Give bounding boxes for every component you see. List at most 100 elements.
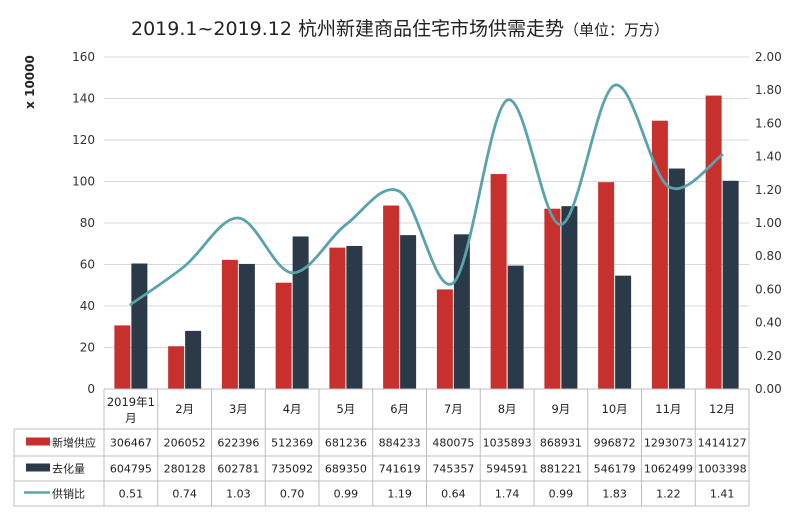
y-tick-label: 20 bbox=[80, 341, 95, 355]
bar bbox=[722, 180, 739, 389]
category-label: 2月 bbox=[175, 402, 194, 416]
legend-label: 新增供应 bbox=[52, 436, 96, 450]
table-value: 546179 bbox=[594, 463, 636, 476]
y2-tick-label: 0.80 bbox=[755, 249, 782, 263]
bar bbox=[400, 235, 417, 389]
table-value: 1.19 bbox=[387, 488, 412, 501]
table-value: 1.22 bbox=[656, 488, 681, 501]
category-label: 4月 bbox=[283, 402, 302, 416]
table-value: 0.51 bbox=[119, 488, 144, 501]
legend-swatch bbox=[26, 437, 50, 446]
bar bbox=[114, 325, 131, 389]
bar bbox=[383, 205, 400, 389]
table-value: 602781 bbox=[217, 463, 259, 476]
table-value: 1293073 bbox=[644, 437, 693, 450]
table-value: 735092 bbox=[271, 463, 313, 476]
y-axis-right: 0.00 0.20 0.40 0.60 0.80 1.00 1.20 1.40 1.60 1.80… bbox=[755, 50, 782, 396]
bar bbox=[490, 174, 507, 389]
category-label: 6月 bbox=[390, 402, 409, 416]
table-value: 745357 bbox=[432, 463, 474, 476]
bar bbox=[705, 95, 722, 389]
y-axis-left: 0 20 40 60 80 100 120 140 160 bbox=[72, 50, 95, 396]
table-value: 594591 bbox=[486, 463, 528, 476]
bar bbox=[615, 275, 632, 389]
y2-tick-label: 0.40 bbox=[755, 316, 782, 330]
ratio-line-path bbox=[129, 83, 724, 306]
legend-swatch bbox=[26, 463, 50, 472]
y-tick-label: 160 bbox=[72, 50, 95, 64]
table-value: 996872 bbox=[594, 437, 636, 450]
chart-subtitle: （单位：万方） bbox=[564, 21, 670, 39]
y-tick-label: 140 bbox=[72, 92, 95, 106]
y-tick-label: 60 bbox=[80, 258, 95, 272]
bars bbox=[114, 95, 739, 390]
table-value: 512369 bbox=[271, 437, 313, 450]
bar bbox=[275, 282, 292, 389]
y2-tick-label: 2.00 bbox=[755, 50, 782, 64]
table-value: 1.03 bbox=[226, 488, 251, 501]
table-value: 1062499 bbox=[644, 463, 693, 476]
bar bbox=[238, 263, 255, 389]
bar bbox=[185, 330, 202, 389]
y2-tick-label: 0.20 bbox=[755, 349, 782, 363]
table-value: 306467 bbox=[110, 437, 152, 450]
category-label: 3月 bbox=[229, 402, 248, 416]
bar bbox=[668, 168, 685, 389]
y2-tick-label: 0.60 bbox=[755, 282, 782, 296]
table-value: 689350 bbox=[325, 463, 367, 476]
y2-tick-label: 1.80 bbox=[755, 83, 782, 97]
bar bbox=[561, 206, 578, 389]
bar bbox=[221, 259, 238, 389]
table-value: 0.70 bbox=[280, 488, 305, 501]
y-tick-label: 0 bbox=[87, 382, 95, 396]
table-value: 604795 bbox=[110, 463, 152, 476]
table-value: 0.99 bbox=[334, 488, 359, 501]
category-label: 12月 bbox=[709, 402, 735, 416]
category-label: 9月 bbox=[551, 402, 570, 416]
y2-tick-label: 1.20 bbox=[755, 183, 782, 197]
table-value: 881221 bbox=[540, 463, 582, 476]
chart-title: 2019.1~2019.12 杭州新建商品住宅市场供需走势（单位：万方） bbox=[130, 18, 670, 40]
table-value: 1414127 bbox=[698, 437, 747, 450]
legend-label: 供销比 bbox=[52, 487, 85, 501]
category-label: 8月 bbox=[498, 402, 517, 416]
y2-tick-label: 1.40 bbox=[755, 150, 782, 164]
table-value: 1.41 bbox=[710, 488, 735, 501]
table-value: 1.83 bbox=[602, 488, 627, 501]
table-value: 1035893 bbox=[483, 437, 532, 450]
table-value: 0.74 bbox=[172, 488, 197, 501]
category-label: 2019年1 bbox=[107, 395, 155, 409]
table-value: 741619 bbox=[379, 463, 421, 476]
bar bbox=[292, 236, 309, 389]
y-tick-label: 100 bbox=[72, 175, 95, 189]
category-label-suffix: 月 bbox=[125, 411, 137, 425]
table-value: 1.74 bbox=[495, 488, 520, 501]
table-value: 0.64 bbox=[441, 488, 466, 501]
table-value: 1003398 bbox=[698, 463, 747, 476]
bar bbox=[544, 208, 561, 389]
table-value: 622396 bbox=[217, 437, 259, 450]
category-label: 10月 bbox=[602, 402, 628, 416]
table-value: 884233 bbox=[379, 437, 421, 450]
y2-tick-label: 0.00 bbox=[755, 382, 782, 396]
bar bbox=[168, 346, 185, 389]
table-value: 280128 bbox=[164, 463, 206, 476]
table-value: 480075 bbox=[432, 437, 474, 450]
y-axis-title: x 10000 bbox=[23, 55, 37, 109]
bar bbox=[329, 247, 346, 389]
bar bbox=[436, 289, 453, 389]
bar bbox=[131, 263, 148, 389]
bar bbox=[346, 245, 363, 389]
bar bbox=[651, 120, 668, 390]
category-label: 11月 bbox=[655, 402, 681, 416]
category-label: 5月 bbox=[336, 402, 355, 416]
ratio-line bbox=[129, 83, 724, 306]
y2-tick-label: 1.00 bbox=[755, 216, 782, 230]
y2-tick-label: 1.60 bbox=[755, 116, 782, 130]
gridlines bbox=[104, 56, 749, 348]
table-value: 681236 bbox=[325, 437, 367, 450]
table-value: 0.99 bbox=[549, 488, 574, 501]
legend-label: 去化量 bbox=[52, 462, 85, 476]
